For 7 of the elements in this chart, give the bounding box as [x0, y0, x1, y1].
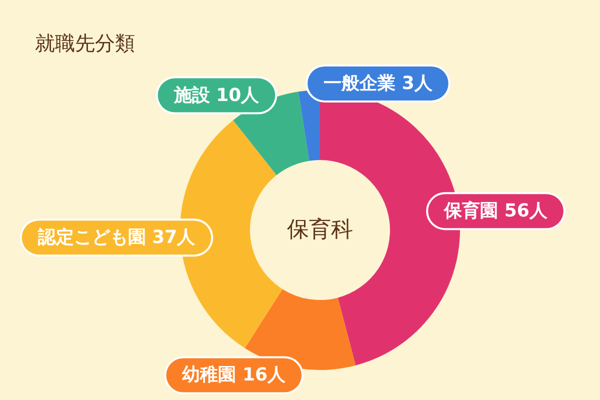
slice-label: 一般企業 3人 [324, 72, 434, 94]
slice-label: 施設 10人 [172, 84, 260, 106]
text: 保育科 [287, 216, 353, 242]
chart-title: 就職先分類 [35, 31, 135, 55]
slice-label: 認定こども園 37人 [36, 227, 196, 248]
slice-label: 幼稚園 16人 [182, 364, 287, 386]
slice-label: 保育園 56人 [443, 200, 548, 222]
